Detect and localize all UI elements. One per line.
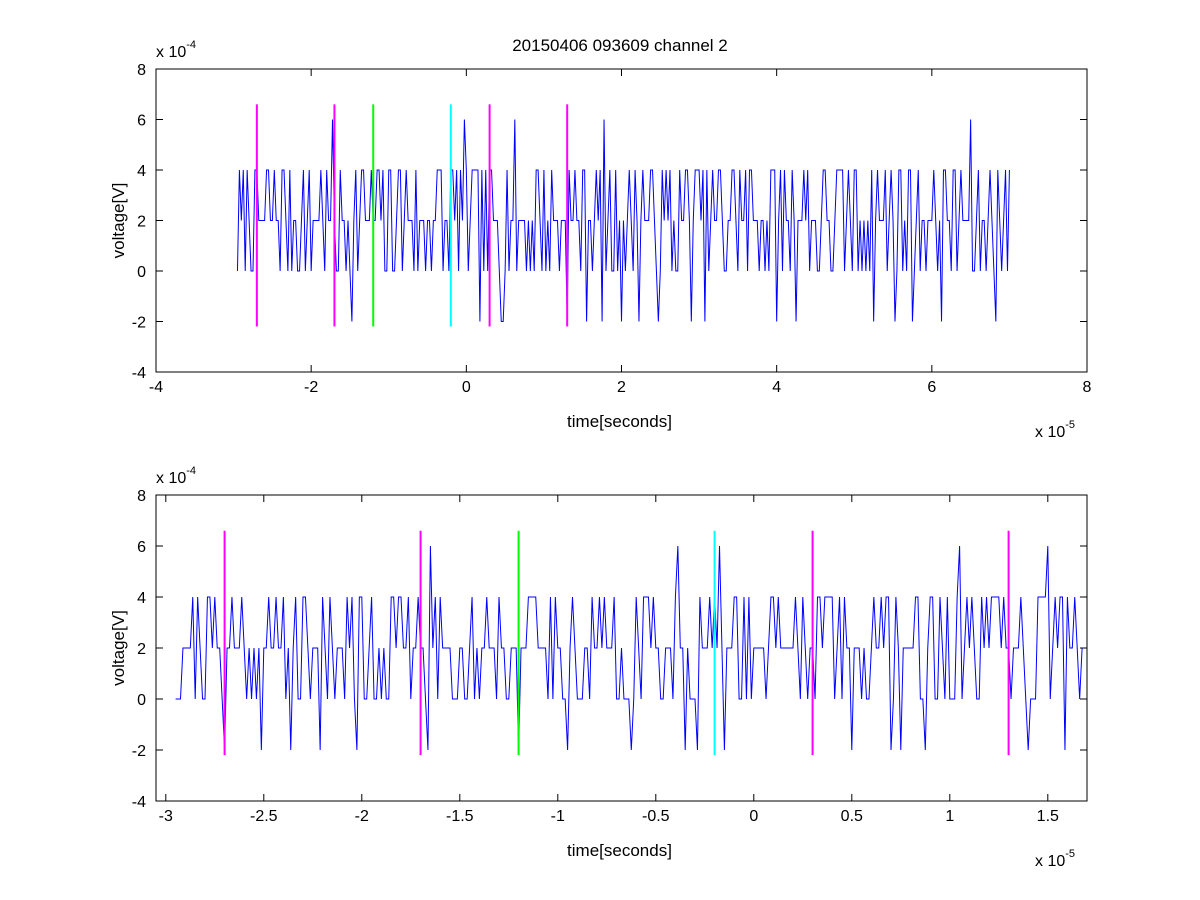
xticks-top: -4 -2 0 2 4 6 8 bbox=[149, 69, 1092, 396]
x-tick-label: -4 bbox=[149, 379, 163, 396]
x-tick-label: 4 bbox=[772, 379, 781, 396]
y-tick-label: 0 bbox=[137, 264, 146, 281]
x-exponent-base-top: x 10 bbox=[1035, 424, 1065, 441]
y-axis-label-top: voltage[V] bbox=[109, 183, 128, 259]
marker-layer-top bbox=[255, 104, 569, 327]
x-tick-label: 2 bbox=[617, 379, 626, 396]
x-exponent-base-bottom: x 10 bbox=[1035, 853, 1065, 870]
x-tick-label: -2 bbox=[304, 379, 318, 396]
y-tick-label: 8 bbox=[137, 488, 146, 505]
signal-trace bbox=[236, 119, 1010, 322]
y-exponent-base-top: x 10 bbox=[156, 44, 186, 61]
x-tick-label: 6 bbox=[927, 379, 936, 396]
y-tick-label: 2 bbox=[137, 641, 146, 658]
y-tick-label: 6 bbox=[137, 113, 146, 130]
y-tick-label: 0 bbox=[137, 692, 146, 709]
x-tick-label: -2 bbox=[355, 808, 369, 825]
x-tick-label: 1 bbox=[945, 808, 954, 825]
y-exponent-power-top: -4 bbox=[186, 39, 196, 51]
y-tick-label: 8 bbox=[137, 62, 146, 79]
signal-trace bbox=[175, 545, 1087, 751]
x-tick-label: 8 bbox=[1083, 379, 1092, 396]
y-tick-label: 2 bbox=[137, 214, 146, 231]
x-tick-label: 0 bbox=[749, 808, 758, 825]
x-exponent-power-bottom: -5 bbox=[1065, 848, 1075, 860]
y-axis-label-bottom: voltage[V] bbox=[109, 610, 128, 686]
y-tick-label: 4 bbox=[137, 590, 146, 607]
xticks-bottom: -3 -2.5 -2 -1.5 -1 -0.5 0 0.5 1 1.5 bbox=[159, 495, 1059, 825]
x-tick-label: -1 bbox=[551, 808, 565, 825]
x-exponent-top: x 10-5 bbox=[1035, 419, 1075, 441]
y-exponent-base-bottom: x 10 bbox=[156, 470, 186, 487]
signal-layer-bottom bbox=[175, 545, 1087, 751]
yticks-top: -4 -2 0 2 4 6 8 bbox=[132, 62, 1087, 382]
y-tick-label: -4 bbox=[132, 365, 146, 382]
y-exponent-bottom: x 10-4 bbox=[156, 465, 196, 487]
y-tick-label: 6 bbox=[137, 539, 146, 556]
figure-title: 20150406 093609 channel 2 bbox=[512, 36, 728, 55]
y-tick-label: -4 bbox=[132, 794, 146, 811]
signal-layer-top bbox=[236, 119, 1010, 322]
y-tick-label: 4 bbox=[137, 163, 146, 180]
y-tick-label: -2 bbox=[132, 315, 146, 332]
x-tick-label: -2.5 bbox=[250, 808, 278, 825]
x-tick-label: 0 bbox=[462, 379, 471, 396]
x-exponent-bottom: x 10-5 bbox=[1035, 848, 1075, 870]
y-exponent-top: x 10-4 bbox=[156, 39, 196, 61]
x-axis-label-top: time[seconds] bbox=[567, 412, 672, 431]
x-tick-label: -1.5 bbox=[446, 808, 474, 825]
marker-layer-bottom bbox=[223, 530, 1010, 756]
x-axis-label-bottom: time[seconds] bbox=[567, 841, 672, 860]
x-tick-label: -3 bbox=[159, 808, 173, 825]
subplot-bottom: -3 -2.5 -2 -1.5 -1 -0.5 0 0.5 1 1.5 -4 -2 0 2 4 6 8 tim… bbox=[109, 465, 1088, 870]
yticks-bottom: -4 -2 0 2 4 6 8 bbox=[132, 488, 1087, 811]
y-tick-label: -2 bbox=[132, 743, 146, 760]
x-exponent-power-top: -5 bbox=[1065, 419, 1075, 431]
x-tick-label: 1.5 bbox=[1037, 808, 1059, 825]
y-exponent-power-bottom: -4 bbox=[186, 465, 196, 477]
x-tick-label: -0.5 bbox=[642, 808, 670, 825]
subplot-top: -4 -2 0 2 4 6 8 -4 -2 0 2 4 6 8 time[seconds] voltag… bbox=[109, 39, 1092, 441]
x-tick-label: 0.5 bbox=[841, 808, 863, 825]
